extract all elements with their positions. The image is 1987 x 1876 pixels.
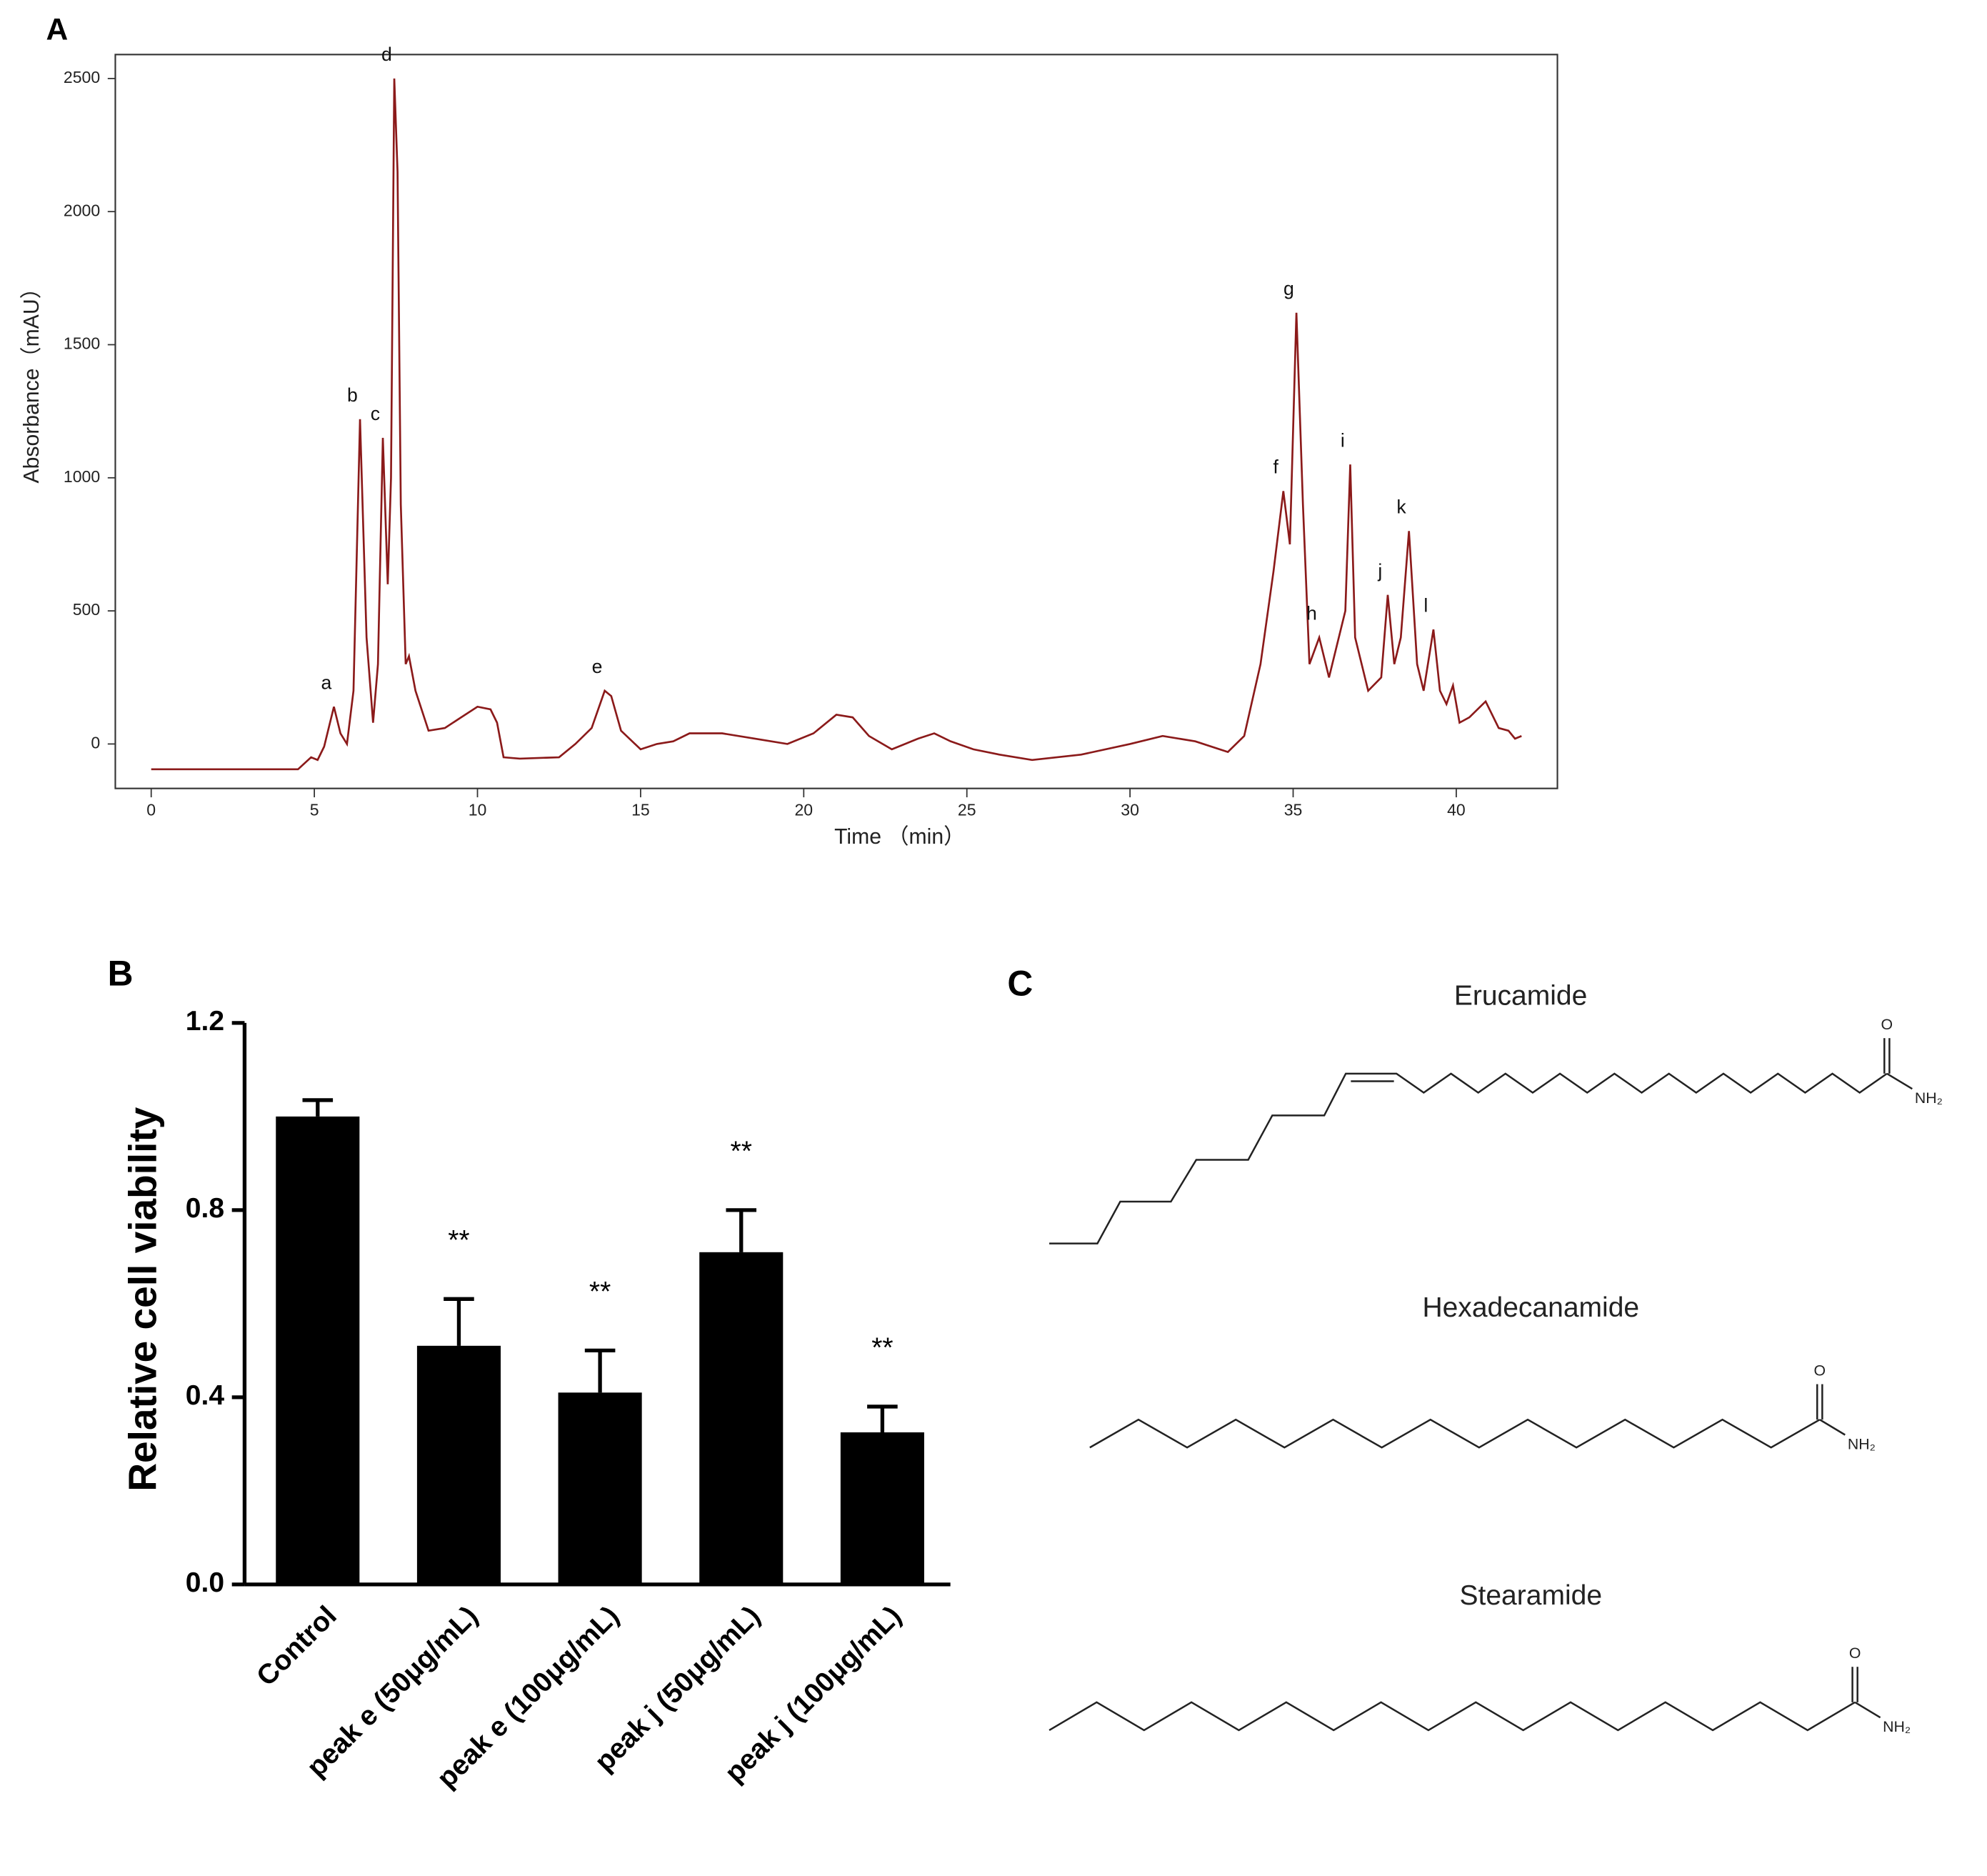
x-tick-label: 20 xyxy=(794,801,813,819)
peak-label: h xyxy=(1306,602,1317,624)
peak-label: j xyxy=(1377,560,1382,582)
x-axis-label: Time （min） xyxy=(834,825,965,849)
atom-label: O xyxy=(1881,1016,1893,1033)
peak-label: f xyxy=(1273,456,1278,478)
x-tick-label: 15 xyxy=(631,801,650,819)
y-tick-label: 1.2 xyxy=(186,1006,224,1037)
y-tick-label: 2000 xyxy=(64,201,100,219)
x-tick-label: 10 xyxy=(469,801,487,819)
significance-label: ** xyxy=(448,1225,469,1256)
significance-label: ** xyxy=(731,1136,752,1167)
y-tick-label: 0.4 xyxy=(186,1380,225,1411)
x-tick-label: 30 xyxy=(1121,801,1139,819)
peak-label: g xyxy=(1283,278,1294,299)
peak-label: a xyxy=(321,672,331,693)
x-tick-label: 35 xyxy=(1284,801,1303,819)
y-axis-label: Relative cell viability xyxy=(121,1107,165,1491)
peak-label: b xyxy=(347,384,358,406)
atom-label: NH₂ xyxy=(1883,1718,1911,1735)
molecule-name: Erucamide xyxy=(1454,981,1587,1012)
x-tick-label: 40 xyxy=(1447,801,1466,819)
bond-chain xyxy=(1048,1701,1856,1732)
panel-label: A xyxy=(46,13,68,47)
x-tick-label: 5 xyxy=(310,801,319,819)
y-tick-label: 500 xyxy=(73,600,100,619)
atom-label: O xyxy=(1814,1362,1826,1379)
significance-label: ** xyxy=(871,1332,893,1363)
y-tick-label: 0 xyxy=(91,734,100,752)
molecule-name: Hexadecanamide xyxy=(1422,1292,1639,1323)
peak-label: e xyxy=(592,656,603,677)
amide-bond xyxy=(1886,1072,1913,1090)
bar xyxy=(416,1345,501,1585)
bar xyxy=(276,1116,360,1585)
bond-chain xyxy=(1089,1418,1821,1449)
molecule-name: Stearamide xyxy=(1460,1580,1603,1611)
y-tick-label: 0.8 xyxy=(186,1193,224,1224)
peak-label: k xyxy=(1396,496,1406,517)
y-tick-label: 2500 xyxy=(64,68,100,86)
x-tick-label: 0 xyxy=(146,801,156,819)
bar xyxy=(699,1252,784,1585)
peak-label: l xyxy=(1423,594,1428,616)
atom-label: O xyxy=(1849,1645,1861,1662)
bar xyxy=(558,1392,642,1585)
peak-label: d xyxy=(381,44,392,65)
atom-label: NH₂ xyxy=(1915,1089,1943,1107)
y-tick-label: 0.0 xyxy=(186,1567,224,1598)
y-tick-label: 1500 xyxy=(64,334,100,353)
amide-bond xyxy=(1854,1701,1881,1719)
panel-label: B xyxy=(108,953,134,993)
peak-label: c xyxy=(371,403,380,424)
x-tick-label: 25 xyxy=(958,801,976,819)
bar xyxy=(840,1432,924,1585)
plot-frame xyxy=(114,54,1558,789)
amide-bond xyxy=(1819,1419,1846,1436)
y-tick-label: 1000 xyxy=(64,467,100,486)
bond-chain xyxy=(1049,1072,1888,1244)
atom-label: NH₂ xyxy=(1848,1435,1876,1452)
peak-label: i xyxy=(1341,429,1345,451)
chromatogram-line xyxy=(151,78,1522,771)
y-axis-label: Absorbance（mAU） xyxy=(20,277,44,483)
panel-label: C xyxy=(1007,964,1033,1004)
significance-label: ** xyxy=(589,1277,611,1307)
